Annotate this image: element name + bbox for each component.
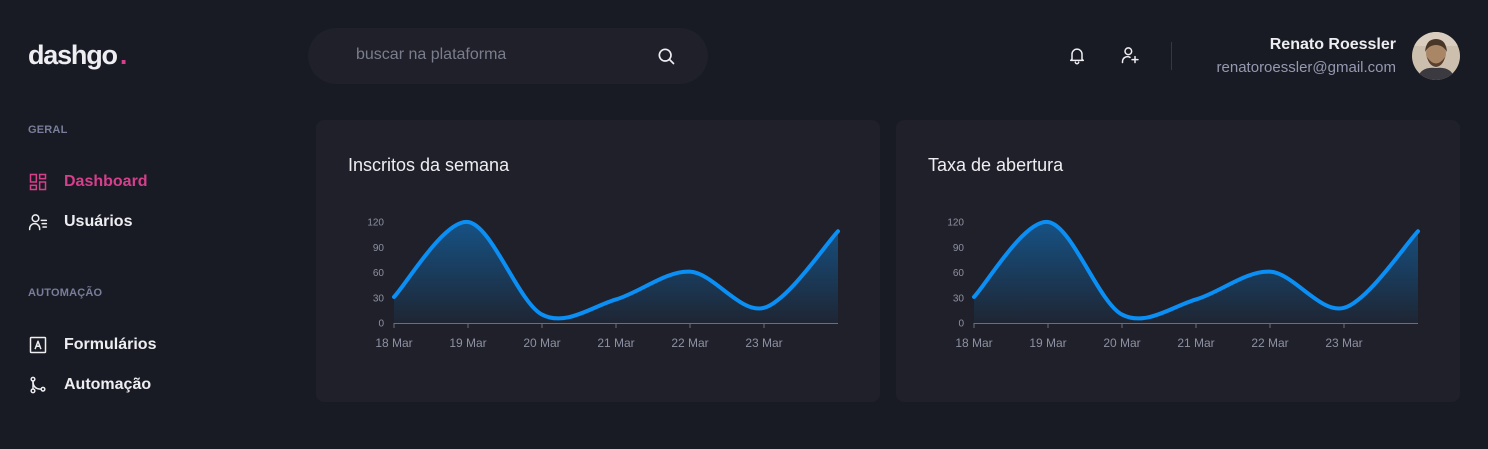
logo[interactable]: dashgo. bbox=[28, 40, 128, 71]
area-chart-inscritos: 0 30 60 90 120 18 Mar 19 Mar 20 Mar 21 Mar 22 Mar… bbox=[367, 218, 840, 350]
y-tick-label: 0 bbox=[958, 319, 964, 330]
chart-card-inscritos: Inscritos da semana 0 30 60 90 120 18 Mar 19 M… bbox=[316, 120, 880, 402]
bell-icon[interactable] bbox=[1067, 45, 1087, 65]
logo-dot: . bbox=[119, 40, 128, 70]
sidebar-item-automacao[interactable]: Automação bbox=[28, 373, 151, 397]
x-tick-label: 19 Mar bbox=[1029, 336, 1066, 350]
chart-card-taxa: Taxa de abertura 0 30 60 90 120 18 Mar 19 Mar 2… bbox=[896, 120, 1460, 402]
y-tick-label: 60 bbox=[953, 268, 965, 279]
user-plus-icon[interactable] bbox=[1120, 45, 1140, 65]
x-tick-label: 21 Mar bbox=[597, 336, 634, 350]
series-line bbox=[972, 220, 1420, 321]
y-tick-label: 120 bbox=[947, 218, 964, 229]
x-tick-label: 22 Mar bbox=[671, 336, 708, 350]
sidebar-item-label: Formulários bbox=[64, 336, 157, 353]
series-area bbox=[974, 221, 1418, 323]
y-tick-label: 30 bbox=[373, 293, 385, 304]
x-tick-label: 22 Mar bbox=[1251, 336, 1288, 350]
user-email: renatoroessler@gmail.com bbox=[1216, 59, 1396, 76]
y-tick-label: 60 bbox=[373, 268, 385, 279]
header-divider bbox=[1171, 42, 1172, 70]
series-area bbox=[394, 221, 838, 323]
y-tick-label: 0 bbox=[378, 319, 384, 330]
sidebar-section-automacao: AUTOMAÇÃO bbox=[28, 287, 103, 299]
x-tick-label: 23 Mar bbox=[1325, 336, 1362, 350]
sidebar-item-formularios[interactable]: Formulários bbox=[28, 333, 156, 357]
users-icon bbox=[28, 214, 48, 231]
x-tick-label: 21 Mar bbox=[1177, 336, 1214, 350]
user-name: Renato Roessler bbox=[1269, 36, 1396, 53]
series-line bbox=[392, 220, 840, 321]
x-tick-label: 18 Mar bbox=[955, 336, 992, 350]
sidebar-item-label: Automação bbox=[64, 376, 152, 393]
x-tick-label: 23 Mar bbox=[745, 336, 782, 350]
y-tick-label: 90 bbox=[373, 243, 385, 254]
sidebar-item-label: Usuários bbox=[64, 213, 133, 230]
sidebar-section-geral: GERAL bbox=[28, 124, 68, 136]
card-title: Taxa de abertura bbox=[928, 155, 1064, 175]
sidebar-item-usuarios[interactable]: Usuários bbox=[28, 210, 132, 234]
y-tick-label: 30 bbox=[953, 293, 965, 304]
sidebar-item-label: Dashboard bbox=[64, 173, 148, 190]
y-tick-label: 120 bbox=[367, 218, 384, 229]
area-chart-taxa: 0 30 60 90 120 18 Mar 19 Mar 20 Mar 21 Mar 22 Mar… bbox=[947, 218, 1420, 350]
dashboard-icon bbox=[29, 173, 47, 191]
search-box[interactable]: buscar na plataforma bbox=[308, 28, 708, 84]
x-tick-label: 20 Mar bbox=[1103, 336, 1140, 350]
sidebar-item-dashboard[interactable]: Dashboard bbox=[28, 170, 148, 194]
avatar-image bbox=[1412, 32, 1460, 80]
x-tick-label: 19 Mar bbox=[449, 336, 486, 350]
git-merge-icon bbox=[30, 376, 46, 394]
x-tick-label: 20 Mar bbox=[523, 336, 560, 350]
y-tick-label: 90 bbox=[953, 243, 965, 254]
logo-text: dashgo bbox=[28, 40, 118, 70]
avatar[interactable] bbox=[1412, 32, 1460, 80]
form-icon bbox=[29, 336, 47, 354]
x-tick-label: 18 Mar bbox=[375, 336, 412, 350]
card-title: Inscritos da semana bbox=[348, 155, 510, 175]
search-icon[interactable] bbox=[656, 46, 676, 66]
search-input[interactable]: buscar na plataforma bbox=[356, 46, 507, 63]
